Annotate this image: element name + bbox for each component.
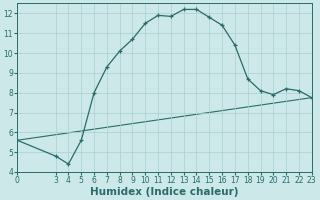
X-axis label: Humidex (Indice chaleur): Humidex (Indice chaleur) [90,187,239,197]
